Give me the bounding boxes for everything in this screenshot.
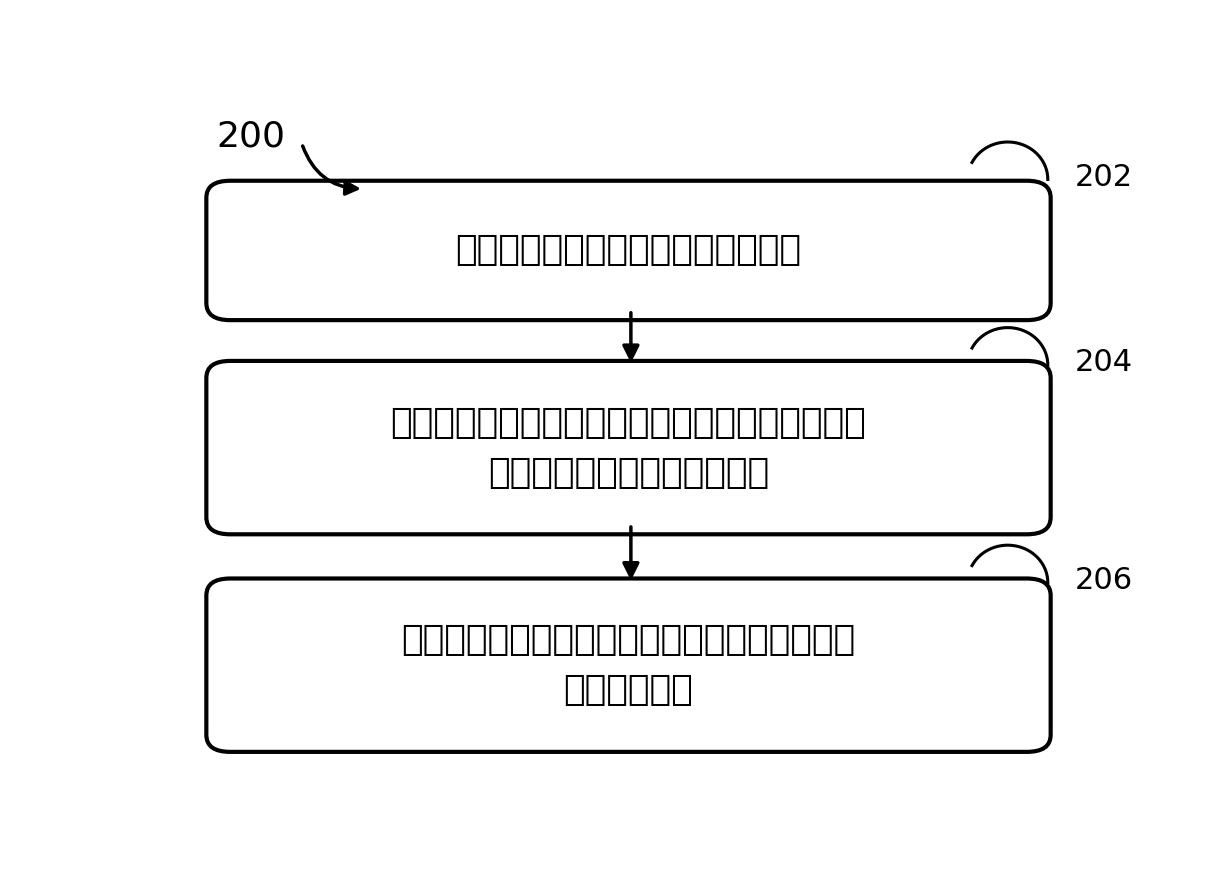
Text: 206: 206 — [1075, 566, 1133, 595]
FancyBboxPatch shape — [207, 181, 1050, 321]
FancyBboxPatch shape — [207, 578, 1050, 752]
Text: 202: 202 — [1075, 162, 1133, 192]
Text: 获得呈现一个或多个车位的输入图像: 获得呈现一个或多个车位的输入图像 — [455, 233, 801, 268]
Text: 在输入图像中检测目标车位的中心点以及中心点相
对于目标车位的角点的偏移量: 在输入图像中检测目标车位的中心点以及中心点相 对于目标车位的角点的偏移量 — [390, 405, 867, 490]
FancyBboxPatch shape — [207, 361, 1050, 534]
Text: 200: 200 — [215, 119, 284, 154]
Text: 204: 204 — [1075, 349, 1133, 377]
Text: 基于中心点的位置和角点偏移量，确定目标车位
的角点的位置: 基于中心点的位置和角点偏移量，确定目标车位 的角点的位置 — [401, 623, 856, 707]
